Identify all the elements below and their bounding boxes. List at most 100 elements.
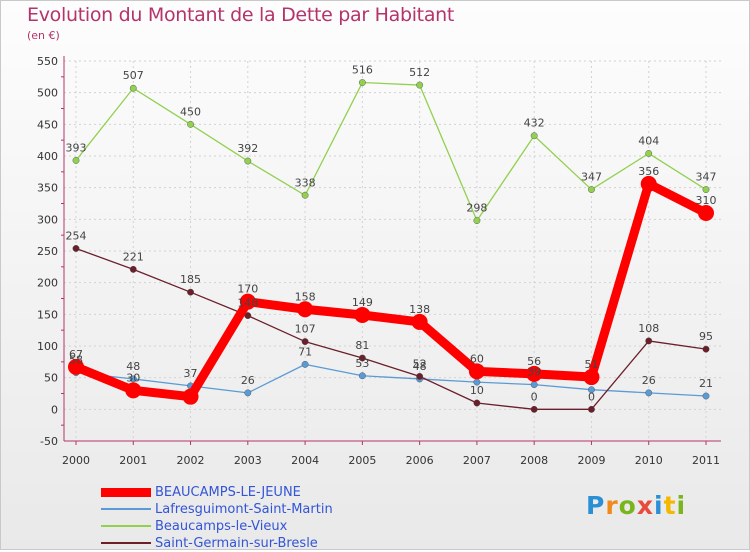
data-label: 149 <box>352 296 373 309</box>
logo-letter: P <box>586 491 606 520</box>
data-label: 338 <box>295 176 316 189</box>
data-point <box>358 79 366 86</box>
data-point <box>473 217 481 225</box>
data-point <box>411 313 428 330</box>
series-line <box>75 363 707 397</box>
data-label: 10 <box>470 384 484 397</box>
chart-title: Evolution du Montant de la Dette par Hab… <box>27 4 455 26</box>
data-point <box>702 186 710 193</box>
data-point <box>354 306 371 323</box>
data-point <box>588 186 595 193</box>
data-label: 170 <box>237 283 258 296</box>
data-label: 347 <box>581 171 602 184</box>
y-tick-label: 450 <box>37 118 58 131</box>
proxiti-logo: Proxiti <box>586 491 686 520</box>
data-label: 392 <box>237 142 258 155</box>
data-label: 81 <box>355 339 369 352</box>
data-point <box>301 191 309 199</box>
data-point <box>416 372 424 380</box>
logo-letter: i <box>676 491 687 520</box>
data-point <box>301 338 309 345</box>
data-point <box>702 392 710 400</box>
data-point <box>129 265 137 273</box>
data-point <box>358 354 366 362</box>
x-tick-label: 2002 <box>177 454 205 467</box>
data-label: 95 <box>699 330 713 343</box>
logo-letter: x <box>636 491 654 520</box>
data-label: 512 <box>409 66 430 79</box>
series-line <box>75 247 707 410</box>
data-point <box>698 205 714 221</box>
legend-label: Saint-Germain-sur-Bresle <box>155 536 318 551</box>
legend-label: Lafresguimont-Saint-Martin <box>155 502 333 517</box>
series-line <box>75 81 707 222</box>
data-label: 185 <box>180 273 201 286</box>
data-label: 51 <box>584 358 598 371</box>
data-point <box>645 389 653 397</box>
y-tick-label: 0 <box>51 403 58 416</box>
data-point <box>645 150 653 157</box>
y-tick-label: 200 <box>37 277 58 290</box>
data-label: 53 <box>355 357 369 370</box>
data-point <box>468 363 485 380</box>
data-label: 356 <box>638 165 659 178</box>
data-label: 56 <box>527 355 541 368</box>
y-tick-label: 250 <box>37 245 58 258</box>
x-tick-label: 2006 <box>406 454 434 467</box>
data-point <box>640 175 657 192</box>
data-point <box>187 288 194 296</box>
data-point <box>583 369 600 386</box>
data-point <box>297 301 314 318</box>
data-label: 60 <box>470 352 484 365</box>
legend-swatch <box>101 487 151 497</box>
data-label: 48 <box>126 360 140 373</box>
data-label: 39 <box>527 366 541 379</box>
data-point <box>239 293 256 310</box>
data-label: 221 <box>123 250 144 263</box>
data-label: 52 <box>413 357 427 370</box>
data-label: 26 <box>642 374 656 387</box>
data-label: 21 <box>699 377 713 390</box>
data-label: 404 <box>638 134 659 147</box>
data-label: 107 <box>295 323 316 336</box>
x-tick-label: 2004 <box>291 454 319 467</box>
logo-letter: o <box>618 491 637 520</box>
chart-unit: (en €) <box>27 29 60 42</box>
data-point <box>301 360 309 368</box>
y-tick-label: 500 <box>37 87 58 100</box>
x-tick-label: 2011 <box>692 454 720 467</box>
series-line <box>71 179 711 402</box>
legend-label: Beaucamps-le-Vieux <box>155 519 288 534</box>
data-point <box>588 386 595 394</box>
legend-swatch <box>101 542 151 544</box>
data-point <box>187 120 194 128</box>
legend-swatch <box>101 508 151 510</box>
data-point <box>473 399 481 407</box>
data-point <box>530 381 538 389</box>
y-tick-label: 150 <box>37 308 58 321</box>
legend-swatch <box>101 525 151 527</box>
data-label: 26 <box>241 374 255 387</box>
y-tick-label: 400 <box>37 150 58 163</box>
data-point <box>129 375 137 383</box>
data-label: 158 <box>295 290 316 303</box>
logo-letter: r <box>605 491 619 520</box>
x-tick-label: 2003 <box>234 454 262 467</box>
data-point <box>244 157 252 165</box>
data-point <box>129 84 137 92</box>
data-label: 507 <box>123 69 144 82</box>
data-label: 0 <box>531 390 538 403</box>
data-point <box>530 405 538 413</box>
data-label: 108 <box>638 322 659 335</box>
axes: -500501001502002503003504004505005502000… <box>37 55 721 467</box>
data-point <box>72 245 80 252</box>
series-lines <box>68 79 714 413</box>
data-point <box>244 389 252 397</box>
data-label: 254 <box>66 229 87 242</box>
data-label: 138 <box>409 303 430 316</box>
data-point <box>182 388 199 405</box>
data-label: 0 <box>588 390 595 403</box>
x-tick-label: 2008 <box>520 454 548 467</box>
